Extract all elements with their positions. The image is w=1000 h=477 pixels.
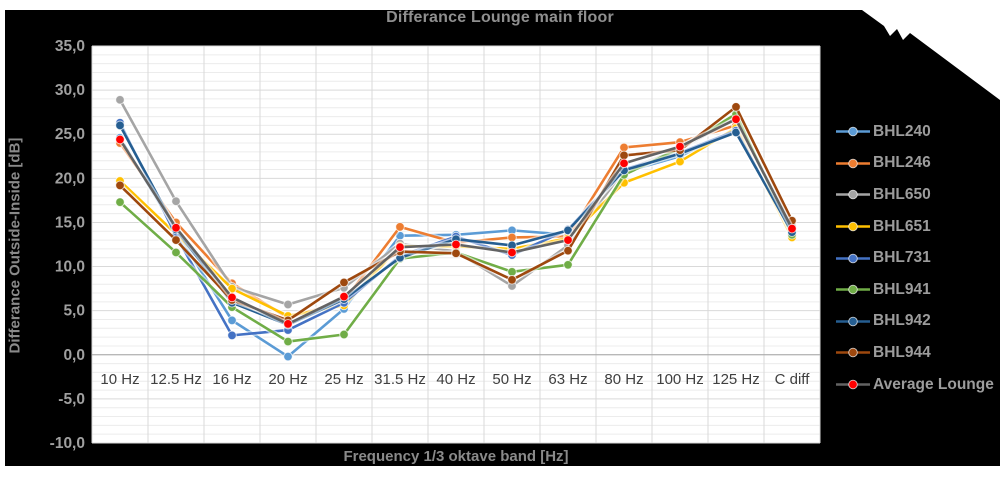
- svg-text:63 Hz: 63 Hz: [548, 371, 587, 388]
- legend-swatch-icon: [836, 253, 870, 263]
- chart-title: Differance Lounge main floor: [386, 9, 614, 26]
- legend-item-bhl651[interactable]: BHL651: [836, 211, 994, 243]
- svg-text:100 Hz: 100 Hz: [656, 371, 704, 388]
- legend-swatch-icon: [836, 348, 870, 358]
- legend-item-bhl650[interactable]: BHL650: [836, 179, 994, 211]
- svg-text:40 Hz: 40 Hz: [436, 371, 475, 388]
- legend-swatch-icon: [836, 127, 870, 137]
- legend-swatch-icon: [836, 221, 870, 232]
- legend-swatch-icon: [836, 190, 870, 200]
- legend-swatch-icon: [836, 158, 870, 169]
- legend-swatch-icon: [836, 316, 870, 327]
- legend-item-bhl942[interactable]: BHL942: [836, 306, 994, 338]
- svg-text:-5,0: -5,0: [58, 391, 85, 408]
- legend-item-bhl246[interactable]: BHL246: [836, 148, 994, 180]
- legend-item-bhl731[interactable]: BHL731: [836, 242, 994, 274]
- svg-text:C diff: C diff: [775, 371, 811, 388]
- svg-text:35,0: 35,0: [55, 38, 85, 55]
- svg-text:25 Hz: 25 Hz: [324, 371, 363, 388]
- svg-text:0,0: 0,0: [63, 347, 85, 364]
- legend-swatch-icon: [836, 379, 870, 390]
- legend-label: BHL246: [873, 154, 931, 172]
- svg-text:31.5 Hz: 31.5 Hz: [374, 371, 426, 388]
- svg-text:15,0: 15,0: [55, 214, 85, 231]
- legend-label: BHL731: [873, 249, 931, 267]
- legend-label: BHL651: [873, 217, 931, 235]
- svg-text:25,0: 25,0: [55, 126, 85, 143]
- legend-swatch-icon: [836, 285, 870, 295]
- svg-text:20,0: 20,0: [55, 170, 85, 187]
- legend-item-bhl944[interactable]: BHL944: [836, 337, 994, 369]
- svg-text:80 Hz: 80 Hz: [604, 371, 643, 388]
- legend: BHL240 BHL246 BHL650 BHL651 BHL731 BHL941 BHL9…: [836, 116, 994, 400]
- svg-text:10,0: 10,0: [55, 259, 85, 276]
- legend-label: BHL942: [873, 312, 931, 330]
- svg-text:5,0: 5,0: [63, 303, 85, 320]
- legend-item-bhl240[interactable]: BHL240: [836, 116, 994, 148]
- legend-label: Average Lounge: [873, 375, 994, 393]
- svg-text:50 Hz: 50 Hz: [492, 371, 531, 388]
- svg-text:125 Hz: 125 Hz: [712, 371, 760, 388]
- svg-text:12.5 Hz: 12.5 Hz: [150, 371, 202, 388]
- legend-item-bhl941[interactable]: BHL941: [836, 274, 994, 306]
- svg-text:10 Hz: 10 Hz: [100, 371, 139, 388]
- legend-label: BHL944: [873, 343, 931, 361]
- svg-text:-10,0: -10,0: [50, 435, 85, 452]
- legend-item-average-lounge[interactable]: Average Lounge: [836, 369, 994, 401]
- svg-text:16 Hz: 16 Hz: [212, 371, 251, 388]
- svg-text:30,0: 30,0: [55, 82, 85, 99]
- legend-label: BHL941: [873, 280, 931, 298]
- legend-label: BHL650: [873, 185, 931, 203]
- x-axis-title: Frequency 1/3 oktave band [Hz]: [343, 448, 569, 465]
- svg-text:20 Hz: 20 Hz: [268, 371, 307, 388]
- legend-label: BHL240: [873, 122, 931, 140]
